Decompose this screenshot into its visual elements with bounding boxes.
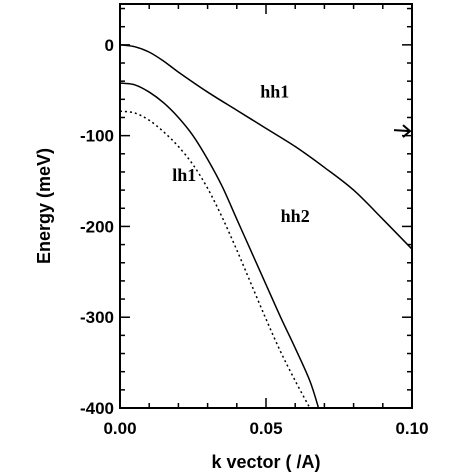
- curve-label-hh2: hh2: [281, 206, 310, 226]
- y-tick-label: -300: [80, 308, 114, 327]
- curve-label-hh1: hh1: [260, 82, 289, 102]
- y-axis-label: Energy (meV): [34, 148, 54, 264]
- y-tick-label: 0: [105, 36, 114, 55]
- arrow-marker: [393, 124, 412, 138]
- y-tick-label: -400: [80, 399, 114, 418]
- curves-layer: [119, 44, 413, 409]
- ticks-layer: [119, 4, 413, 409]
- x-tick-label: 0.00: [103, 419, 136, 438]
- x-tick-label: 0.10: [395, 419, 428, 438]
- labels-layer: 0.00 0.05 0.10 0 -100 -200 -300 -400 hh1 lh1 hh2: [80, 36, 429, 438]
- y-tick-label: -100: [80, 127, 114, 146]
- plot-frame: [119, 3, 413, 409]
- x-axis-label: k vector ( /A): [211, 452, 320, 472]
- series-hh1-line: [119, 44, 413, 250]
- y-tick-label: -200: [80, 217, 114, 236]
- series-hh2-line: [119, 82, 320, 409]
- x-tick-label: 0.05: [249, 419, 282, 438]
- series-lh1-line: [119, 110, 311, 409]
- curve-label-lh1: lh1: [172, 165, 196, 185]
